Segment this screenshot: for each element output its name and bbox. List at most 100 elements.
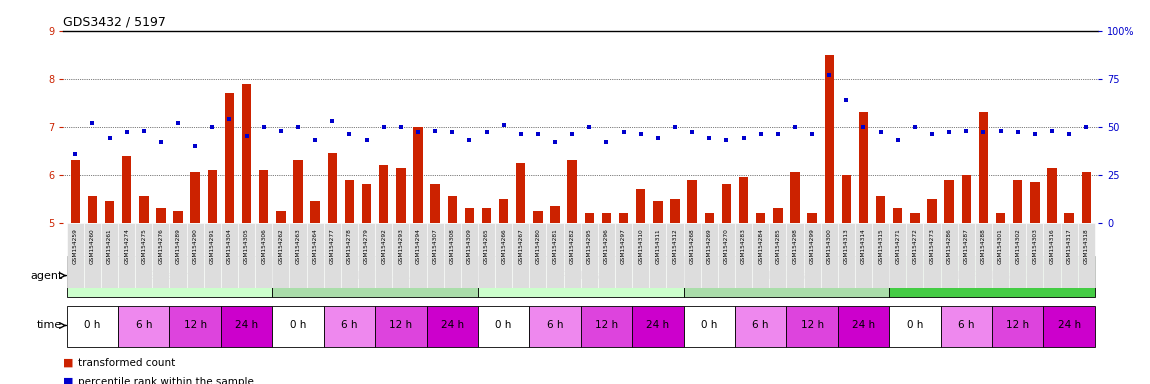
Bar [273, 223, 290, 288]
Text: 24 h: 24 h [235, 321, 258, 331]
Point [1043, 127, 1061, 134]
Bar [84, 223, 101, 288]
Point [117, 129, 136, 136]
Text: time: time [37, 321, 62, 331]
Point [152, 139, 170, 145]
Text: 0 h: 0 h [496, 321, 512, 331]
Bar [482, 209, 491, 223]
Bar [427, 306, 478, 347]
Text: GSM154297: GSM154297 [621, 228, 626, 264]
Text: GSM154268: GSM154268 [690, 228, 695, 264]
Text: GSM154288: GSM154288 [981, 228, 986, 264]
Point [271, 127, 290, 134]
Point [375, 124, 393, 130]
Point [135, 127, 153, 134]
Bar [307, 223, 323, 288]
Text: GSM154280: GSM154280 [536, 228, 540, 264]
Text: GSM154309: GSM154309 [467, 228, 472, 264]
Text: GSM154310: GSM154310 [638, 228, 643, 264]
Bar [516, 163, 526, 223]
Text: GSM154265: GSM154265 [484, 228, 489, 264]
Point [529, 131, 547, 137]
Text: GSM154295: GSM154295 [586, 228, 592, 264]
Text: GSM154314: GSM154314 [861, 228, 866, 264]
Point [1009, 129, 1027, 136]
Bar [242, 84, 252, 223]
Bar [478, 256, 683, 297]
Bar [499, 199, 508, 223]
Bar [821, 223, 838, 288]
Point [631, 131, 650, 137]
Text: GSM154303: GSM154303 [1033, 228, 1037, 264]
Bar [688, 180, 697, 223]
Point [392, 124, 411, 130]
Text: agent: agent [30, 271, 62, 281]
Text: ■: ■ [63, 377, 74, 384]
Text: GSM154284: GSM154284 [758, 228, 764, 264]
Bar [67, 306, 118, 347]
Bar [564, 223, 581, 288]
Point [957, 127, 975, 134]
Bar [118, 223, 136, 288]
Point [889, 137, 907, 143]
Bar [876, 196, 886, 223]
Bar [255, 223, 273, 288]
Text: GSM154312: GSM154312 [673, 228, 677, 264]
Text: 6 h: 6 h [546, 321, 564, 331]
Bar [961, 175, 971, 223]
Text: GSM154300: GSM154300 [827, 228, 831, 264]
Point [323, 118, 342, 124]
Text: GSM154276: GSM154276 [159, 228, 163, 264]
Bar [136, 223, 152, 288]
Bar [889, 256, 1095, 297]
Bar [67, 223, 84, 288]
Text: GSM154307: GSM154307 [432, 228, 438, 264]
Bar [67, 256, 273, 297]
Text: 12 h: 12 h [800, 321, 823, 331]
Text: GSM154266: GSM154266 [501, 228, 506, 263]
Point [614, 129, 632, 136]
Text: GSM154292: GSM154292 [381, 228, 386, 264]
Text: GSM154274: GSM154274 [124, 228, 129, 264]
Bar [1043, 223, 1060, 288]
Text: GSM154260: GSM154260 [90, 228, 95, 264]
Bar [735, 306, 787, 347]
Bar [105, 201, 114, 223]
Bar [854, 223, 872, 288]
Text: hGR-alpha C: hGR-alpha C [752, 271, 821, 281]
Bar [804, 223, 821, 288]
Point [443, 129, 461, 136]
Text: GSM154289: GSM154289 [176, 228, 181, 264]
Text: GSM154316: GSM154316 [1050, 228, 1055, 263]
Point [906, 124, 925, 130]
Point [974, 129, 992, 136]
Bar [906, 223, 923, 288]
Bar [478, 223, 494, 288]
Bar [273, 306, 323, 347]
Text: GSM154277: GSM154277 [330, 228, 335, 264]
Text: GSM154264: GSM154264 [313, 228, 317, 264]
Bar [581, 223, 598, 288]
Text: GSM154308: GSM154308 [450, 228, 454, 264]
Bar [293, 161, 302, 223]
Point [718, 137, 736, 143]
Text: 24 h: 24 h [852, 321, 875, 331]
Point [408, 129, 427, 136]
Bar [191, 172, 200, 223]
Point [306, 137, 324, 143]
Bar [87, 196, 97, 223]
Text: GSM154259: GSM154259 [72, 228, 78, 264]
Bar [375, 306, 427, 347]
Bar [584, 213, 595, 223]
Text: GSM154287: GSM154287 [964, 228, 968, 264]
Point [204, 124, 222, 130]
Bar [889, 223, 906, 288]
Bar [1081, 172, 1091, 223]
Bar [941, 223, 958, 288]
Bar [944, 180, 953, 223]
Bar [700, 223, 718, 288]
Bar [328, 153, 337, 223]
Bar [1078, 223, 1095, 288]
Point [649, 135, 667, 141]
Bar [169, 306, 221, 347]
